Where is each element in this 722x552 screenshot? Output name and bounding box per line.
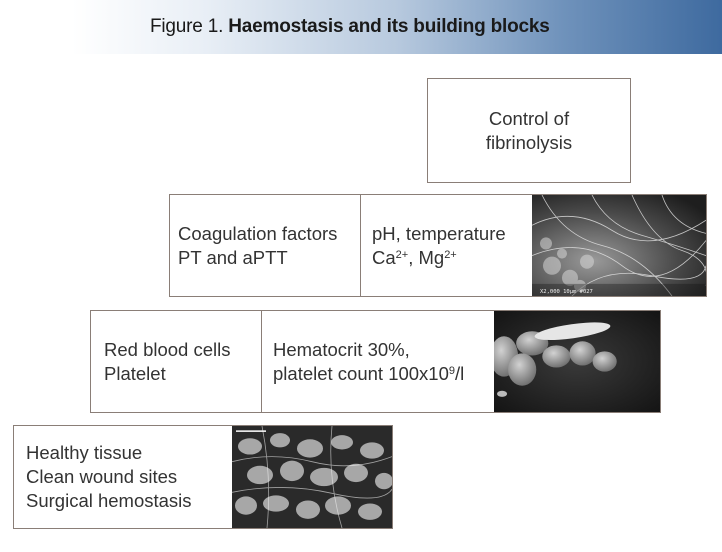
fibrin-micrograph: X2,000 10µm #027 <box>532 195 706 296</box>
coagulation-box: Coagulation factors PT and aPTT pH, temp… <box>169 194 707 297</box>
cells-values-line1: Hematocrit 30%, <box>273 338 410 360</box>
fibrinolysis-line2: fibrinolysis <box>485 131 573 153</box>
figure-title: Figure 1. Haemostasis and its building b… <box>150 16 550 38</box>
figure-title-bold: Haemostasis and its building blocks <box>228 16 550 37</box>
title-banner <box>0 0 722 54</box>
tissue-micrograph <box>232 426 392 528</box>
coagulation-conditions-cell: pH, temperature Ca2+, Mg2+ <box>360 195 532 296</box>
fibrinolysis-text: Control of fibrinolysis <box>428 79 630 182</box>
tissue-cell: Healthy tissue Clean wound sites Surgica… <box>26 426 232 528</box>
figure-title-prefix: Figure 1. <box>150 16 224 37</box>
coagulation-factors-line1: Coagulation factors <box>178 222 338 244</box>
tissue-line2: Clean wound sites <box>26 466 178 487</box>
tissue-line3: Surgical hemostasis <box>26 490 192 511</box>
coagulation-conditions-line1: pH, temperature <box>372 222 506 244</box>
cells-line1: Red blood cells <box>104 338 231 360</box>
coagulation-factors-line2: PT and aPTT <box>178 246 288 268</box>
coagulation-conditions-line2: Ca2+, Mg2+ <box>372 246 457 268</box>
tissue-box: Healthy tissue Clean wound sites Surgica… <box>13 425 393 529</box>
fibrinolysis-box: Control of fibrinolysis <box>427 78 631 183</box>
cells-box: Red blood cells Platelet Hematocrit 30%,… <box>90 310 661 413</box>
cells-values-line2: platelet count 100x109/l <box>273 362 465 384</box>
tissue-line1: Healthy tissue <box>26 442 143 463</box>
cells-cell: Red blood cells Platelet <box>104 311 261 412</box>
cells-values-cell: Hematocrit 30%, platelet count 100x109/l <box>261 311 494 412</box>
coagulation-factors-cell: Coagulation factors PT and aPTT <box>178 195 360 296</box>
cells-line2: Platelet <box>104 362 166 384</box>
fibrinolysis-line1: Control of <box>488 107 570 129</box>
blood-cells-micrograph <box>494 311 660 412</box>
micrograph-caption: X2,000 10µm #027 <box>540 289 593 295</box>
